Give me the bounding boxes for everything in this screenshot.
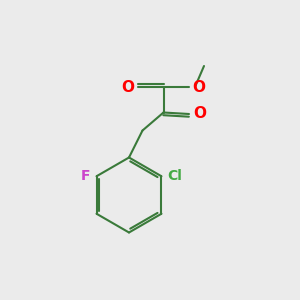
Text: O: O	[121, 80, 134, 94]
Text: O: O	[193, 80, 206, 94]
Text: O: O	[193, 106, 206, 122]
Text: F: F	[80, 169, 90, 183]
Text: Cl: Cl	[167, 169, 182, 183]
